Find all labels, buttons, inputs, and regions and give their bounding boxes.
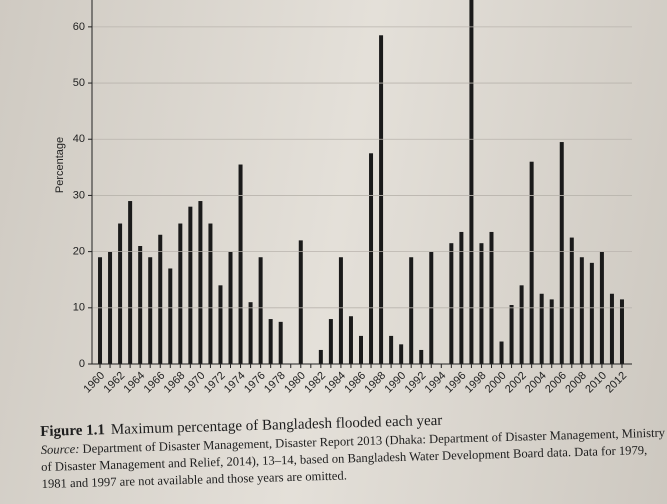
bar	[118, 224, 122, 364]
x-tick-label: 2002	[503, 370, 529, 396]
bar	[620, 299, 624, 364]
x-tick-label: 2004	[523, 370, 549, 396]
figure-label: Figure 1.1	[40, 422, 105, 440]
bar	[580, 257, 584, 364]
y-tick-label: 0	[79, 358, 85, 370]
page: Percentage 0 10 20 30 40 50 60 1960196219641966…	[0, 0, 667, 504]
bar	[158, 235, 162, 364]
bar	[530, 162, 534, 364]
bar	[349, 316, 353, 364]
bar	[188, 207, 192, 364]
x-tick-label: 1982	[302, 370, 328, 396]
bar	[359, 336, 363, 364]
y-tick-label: 60	[73, 21, 85, 33]
bar	[249, 302, 253, 364]
bar	[570, 238, 574, 364]
x-tick-label: 2010	[583, 370, 609, 396]
bar	[520, 285, 524, 364]
bar	[419, 350, 423, 364]
x-tick-label: 1986	[342, 370, 368, 396]
bar	[610, 294, 614, 364]
bar	[98, 257, 102, 364]
y-tick-label: 40	[73, 133, 85, 145]
bar	[449, 243, 453, 364]
bar	[279, 322, 283, 364]
y-tick-label: 20	[73, 246, 85, 258]
source-label: Source:	[41, 442, 80, 457]
x-tick-label: 1970	[182, 370, 208, 396]
y-axis-label: Percentage	[54, 137, 66, 193]
bar	[389, 336, 393, 364]
y-tick-label: 30	[73, 189, 85, 201]
chart: Percentage 0 10 20 30 40 50 60 1960196219641966…	[0, 0, 667, 420]
x-tick-label: 1978	[262, 370, 288, 396]
bar	[208, 224, 212, 364]
x-tick-label: 2006	[543, 370, 569, 396]
x-tick-label: 1980	[282, 370, 308, 396]
bar	[299, 240, 303, 364]
x-tick-label: 1968	[162, 370, 188, 396]
bar	[339, 257, 343, 364]
y-tick-label: 10	[73, 302, 85, 314]
x-tick-label: 1976	[242, 370, 268, 396]
x-tick-label: 1974	[222, 370, 248, 396]
bar	[540, 294, 544, 364]
x-tick-label: 1960	[81, 370, 107, 396]
x-tick-label: 1992	[403, 370, 429, 396]
x-tick-label: 1994	[423, 370, 449, 396]
bar	[218, 285, 222, 364]
bar	[168, 268, 172, 364]
x-tick-label: 2000	[483, 370, 509, 396]
bar	[319, 350, 323, 364]
bar	[550, 299, 554, 364]
bar	[178, 224, 182, 364]
bar	[128, 201, 132, 364]
bar	[379, 35, 383, 364]
bar	[239, 165, 243, 364]
x-tick-label: 1996	[443, 370, 469, 396]
bar	[138, 246, 142, 364]
x-tick-label: 1984	[322, 370, 348, 396]
x-tick-label: 1964	[122, 370, 148, 396]
bar	[269, 319, 273, 364]
bar	[409, 257, 413, 364]
x-tick-label: 1966	[142, 370, 168, 396]
x-tick-label: 1972	[202, 370, 228, 396]
bar	[469, 0, 473, 364]
bar	[329, 319, 333, 364]
bar	[369, 153, 373, 364]
bar	[590, 263, 594, 364]
bar	[479, 243, 483, 364]
x-tick-label: 2012	[603, 370, 629, 396]
bar	[560, 142, 564, 364]
x-tick-label: 2008	[563, 370, 589, 396]
bar	[399, 344, 403, 364]
x-tick-label: 1988	[362, 370, 388, 396]
x-tick-label: 1962	[101, 370, 127, 396]
bar	[148, 257, 152, 364]
bar	[510, 305, 514, 364]
bar	[500, 342, 504, 364]
bar	[259, 257, 263, 364]
x-tick-label: 1998	[463, 370, 489, 396]
y-tick-label: 50	[73, 77, 85, 89]
x-tick-label: 1990	[383, 370, 409, 396]
bar	[198, 201, 202, 364]
